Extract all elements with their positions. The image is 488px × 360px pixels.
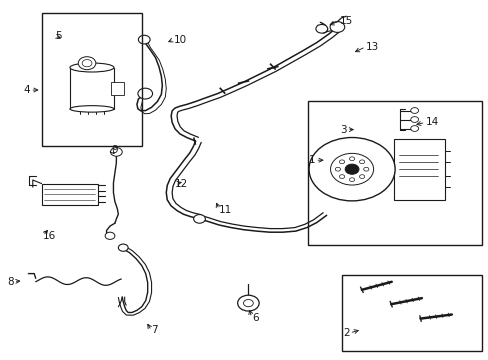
Circle shape [359,175,364,179]
Text: 2: 2 [342,328,349,338]
Text: 8: 8 [7,276,14,287]
Text: 10: 10 [173,35,186,45]
Circle shape [105,232,115,239]
Text: 14: 14 [425,117,438,127]
Circle shape [339,160,344,164]
Text: 5: 5 [55,31,61,41]
Text: 12: 12 [175,179,188,189]
Ellipse shape [70,63,114,72]
Circle shape [410,108,418,113]
Circle shape [363,167,368,171]
Circle shape [82,59,92,67]
Bar [342,275,481,351]
Text: 15: 15 [339,16,352,26]
Bar [41,184,98,205]
Text: 6: 6 [251,312,258,323]
Circle shape [339,175,344,179]
Circle shape [349,157,354,161]
Circle shape [329,22,344,32]
Text: 1: 1 [308,155,315,165]
Circle shape [308,138,394,201]
Circle shape [349,178,354,181]
Bar [41,13,142,146]
Bar [70,68,114,109]
Bar [307,101,481,245]
Circle shape [315,24,327,33]
Text: 4: 4 [23,85,30,95]
Circle shape [138,88,152,99]
Text: 11: 11 [219,204,232,215]
Circle shape [335,167,340,171]
Text: 3: 3 [340,125,346,135]
Circle shape [118,244,128,251]
Circle shape [410,117,418,122]
Circle shape [110,148,122,156]
Text: 16: 16 [43,231,56,241]
Text: 9: 9 [111,145,118,156]
Circle shape [243,300,253,307]
Circle shape [345,164,358,174]
Text: 7: 7 [151,325,158,336]
Ellipse shape [70,106,114,112]
Circle shape [410,126,418,131]
Circle shape [330,153,373,185]
Circle shape [359,160,364,164]
Text: 13: 13 [365,42,378,52]
Bar [111,82,123,95]
Circle shape [138,35,150,44]
Circle shape [78,57,96,70]
Bar [393,139,445,200]
Circle shape [193,215,205,223]
Circle shape [237,295,259,311]
